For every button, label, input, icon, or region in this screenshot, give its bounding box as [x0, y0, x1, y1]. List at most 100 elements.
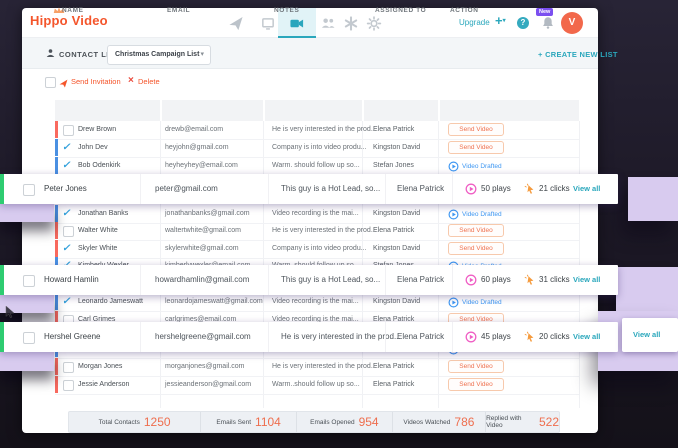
column-divider: [362, 121, 363, 408]
plays-icon: [465, 274, 477, 286]
screen-icon[interactable]: [260, 16, 276, 31]
plays-count: 60 plays: [481, 275, 511, 284]
select-all-checkbox[interactable]: [45, 77, 56, 88]
contact-assigned: Elena Patrick: [373, 363, 415, 370]
contact-name: Jessie Anderson: [78, 381, 130, 388]
contact-name: Howard Hamlin: [44, 275, 99, 284]
row-checkbox[interactable]: [63, 380, 74, 391]
row-checkbox[interactable]: [63, 362, 74, 373]
send-video-button[interactable]: Send Video: [448, 242, 504, 255]
view-all-link[interactable]: View all: [573, 184, 601, 193]
play-circle-icon: [448, 161, 459, 171]
send-invitation-icon: [59, 79, 68, 88]
contact-email: jessieanderson@gmail.com: [165, 381, 252, 388]
row-checkbox-checked[interactable]: [62, 240, 70, 258]
video-drafted-status[interactable]: Video Drafted: [448, 208, 502, 220]
header-gap: [362, 100, 364, 121]
contact-notes: Company is into video produ...: [272, 144, 367, 151]
create-new-list-button[interactable]: + CREATE NEW LIST: [538, 50, 618, 59]
row-checkbox[interactable]: [23, 275, 35, 287]
contact-email: howardhamlin@gmail.com: [155, 275, 250, 284]
row-checkbox-checked[interactable]: [62, 205, 70, 223]
contact-list-icon: [46, 49, 55, 57]
clicks-icon: [524, 274, 534, 285]
avatar[interactable]: V: [561, 12, 583, 34]
plays-icon: [465, 331, 477, 343]
overlay-shadow: [0, 293, 54, 313]
contact-notes: This guy is a Hot Lead, so...: [281, 184, 381, 193]
contact-name: Peter Jones: [44, 184, 87, 193]
contact-name: Drew Brown: [78, 126, 117, 133]
contact-notes: Video recording is the mai...: [272, 316, 359, 323]
row-checkbox-checked[interactable]: [62, 157, 70, 175]
bell-icon[interactable]: [541, 15, 555, 30]
plays-icon: [465, 183, 477, 195]
clicks-count: 20 clicks: [539, 332, 570, 341]
stat-videos-watched: Videos Watched 786: [391, 412, 485, 432]
contact-name: John Dev: [78, 144, 108, 151]
video-drafted-status[interactable]: Video Drafted: [448, 296, 502, 308]
contact-email: leonardojameswatt@gmail.com: [165, 298, 263, 305]
send-invitation-button[interactable]: Send Invitation: [71, 77, 121, 86]
overlay-shadow: [0, 351, 54, 371]
table-row: Morgan Jones morganjones@gmail.com He is…: [55, 358, 579, 377]
view-all-link[interactable]: View all: [573, 332, 601, 341]
row-status-bar: [55, 376, 58, 393]
footer-stats-bar: Total Contacts 1250 Emails Sent 1104 Ema…: [68, 411, 560, 433]
contact-email: skylerwhite@gmail.com: [165, 245, 239, 252]
send-video-button[interactable]: Send Video: [448, 378, 504, 391]
contact-name: Skyler White: [78, 245, 118, 252]
contact-name: Bob Odenkirk: [78, 162, 121, 169]
row-checkbox[interactable]: [63, 226, 74, 237]
video-drafted-status[interactable]: Video Drafted: [448, 160, 502, 172]
send-icon[interactable]: [228, 16, 244, 31]
contact-assigned: Elena Patrick: [397, 275, 445, 284]
contacts-icon[interactable]: [320, 16, 336, 31]
row-checkbox[interactable]: [63, 125, 74, 136]
send-video-button[interactable]: Send Video: [448, 224, 504, 237]
row-status-bar: [55, 240, 58, 257]
cell-divider: [452, 174, 453, 204]
contact-email: jonathanbanks@gmail.com: [165, 210, 250, 217]
column-header-assigned: ASSIGNED TO: [375, 7, 427, 14]
contact-email: heyheyhey@email.com: [165, 162, 238, 169]
stat-label: Replied with Video: [486, 415, 522, 429]
hippo-video-logo[interactable]: Hippo Video: [30, 13, 108, 28]
contact-email: morganjones@gmail.com: [165, 363, 245, 370]
delete-icon: ×: [128, 75, 134, 86]
contact-assigned: Kingston David: [373, 210, 421, 217]
help-icon[interactable]: [517, 17, 529, 29]
active-tab-underline: [278, 36, 316, 38]
contact-list-label: CONTACT LIST: [59, 50, 120, 59]
campaign-list-selected: Christmas Campaign List: [115, 51, 200, 58]
view-all-link[interactable]: View all: [633, 330, 661, 339]
contact-notes: He is very interested in the prod...: [272, 126, 377, 133]
popped-row-status-bar: [0, 174, 4, 204]
send-video-button[interactable]: Send Video: [448, 360, 504, 373]
send-video-button[interactable]: Send Video: [448, 141, 504, 154]
plus-create-icon[interactable]: +: [495, 13, 506, 28]
clicks-icon: [524, 183, 534, 194]
header-gap: [160, 100, 162, 121]
upgrade-link[interactable]: Upgrade: [459, 18, 490, 27]
campaign-list-dropdown[interactable]: Christmas Campaign List ▾: [107, 45, 211, 65]
row-checkbox[interactable]: [23, 184, 35, 196]
table-right-border: [579, 121, 580, 408]
column-header-notes: NOTES: [274, 7, 300, 14]
table-row: Leonardo Jameswatt leonardojameswatt@gma…: [55, 293, 579, 312]
settings-gear-icon[interactable]: [366, 16, 382, 31]
clicks-icon: [524, 331, 534, 342]
contact-name: Carl Grimes: [78, 316, 116, 323]
contact-notes: Company is into video produ...: [272, 245, 367, 252]
delete-button[interactable]: Delete: [138, 77, 160, 86]
view-all-link[interactable]: View all: [573, 275, 601, 284]
row-checkbox[interactable]: [23, 332, 35, 344]
row-checkbox-checked[interactable]: [62, 139, 70, 157]
contact-notes: This guy is a Hot Lead, so...: [281, 275, 381, 284]
integrations-icon[interactable]: [343, 16, 359, 31]
row-checkbox-checked[interactable]: [62, 293, 70, 311]
send-video-button[interactable]: Send Video: [448, 123, 504, 136]
contact-name: Morgan Jones: [78, 363, 123, 370]
contact-notes: Video recording is the mai...: [272, 210, 359, 217]
